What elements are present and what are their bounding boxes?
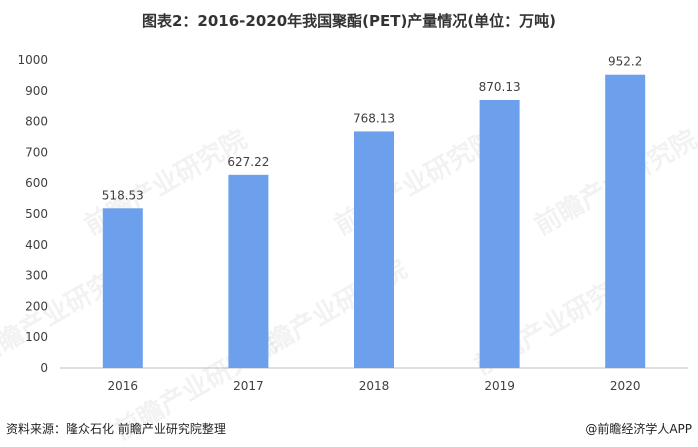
y-tick-label: 900 (25, 84, 48, 98)
y-tick-label: 200 (25, 299, 48, 313)
data-label: 952.2 (608, 55, 642, 69)
bar (605, 74, 646, 368)
bar (479, 99, 520, 368)
y-tick-label: 1000 (17, 53, 48, 67)
y-tick-label: 700 (25, 145, 48, 159)
y-tick-label: 0 (40, 361, 48, 375)
x-tick-label: 2018 (359, 379, 390, 393)
y-tick-label: 400 (25, 238, 48, 252)
x-tick-label: 2020 (610, 379, 641, 393)
data-label: 768.13 (353, 111, 395, 125)
x-tick-label: 2017 (233, 379, 264, 393)
x-tick-label: 2016 (108, 379, 139, 393)
x-tick-label: 2019 (484, 379, 515, 393)
bar (354, 131, 394, 368)
y-tick-label: 500 (25, 207, 48, 221)
data-label: 627.22 (227, 155, 269, 169)
data-label: 870.13 (479, 80, 521, 94)
y-tick-label: 300 (25, 269, 48, 283)
y-tick-label: 100 (25, 330, 48, 344)
source-note: 资料来源：隆众石化 前瞻产业研究院整理 (6, 422, 226, 436)
data-label: 518.53 (102, 188, 144, 202)
brand-credit: @前瞻经济学人APP (585, 422, 692, 436)
bar (102, 208, 143, 368)
chart-title: 图表2：2016-2020年我国聚酯(PET)产量情况(单位：万吨) (141, 12, 557, 30)
y-tick-label: 800 (25, 115, 48, 129)
bar (228, 174, 269, 368)
y-tick-label: 600 (25, 176, 48, 190)
